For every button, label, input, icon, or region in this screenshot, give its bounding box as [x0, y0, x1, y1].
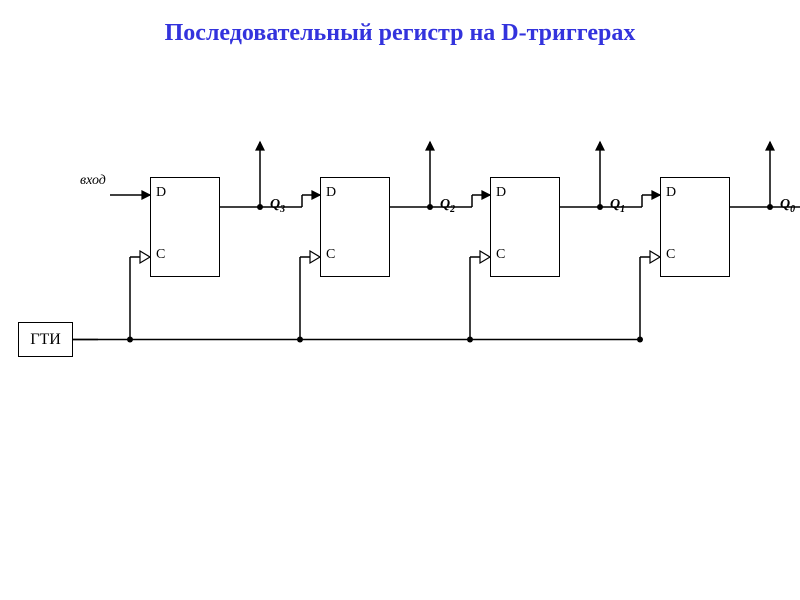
page-title: Последовательный регистр на D-триггерах — [0, 0, 800, 47]
c-label-0: C — [156, 247, 165, 263]
d-label-2: D — [496, 185, 506, 201]
wires-svg — [0, 47, 800, 547]
c-label-1: C — [326, 247, 335, 263]
d-label-1: D — [326, 185, 336, 201]
q-label-3: Q0 — [780, 197, 795, 215]
diagram-canvas: D C D C D C D C ГТИ вход Q3 Q2 Q1 Q0 — [0, 47, 800, 547]
q-label-0: Q3 — [270, 197, 285, 215]
d-label-0: D — [156, 185, 166, 201]
d-label-3: D — [666, 185, 676, 201]
c-label-3: C — [666, 247, 675, 263]
q-label-2: Q1 — [610, 197, 625, 215]
q-label-1: Q2 — [440, 197, 455, 215]
input-label: вход — [80, 173, 106, 189]
c-label-2: C — [496, 247, 505, 263]
gti-block: ГТИ — [18, 322, 73, 357]
